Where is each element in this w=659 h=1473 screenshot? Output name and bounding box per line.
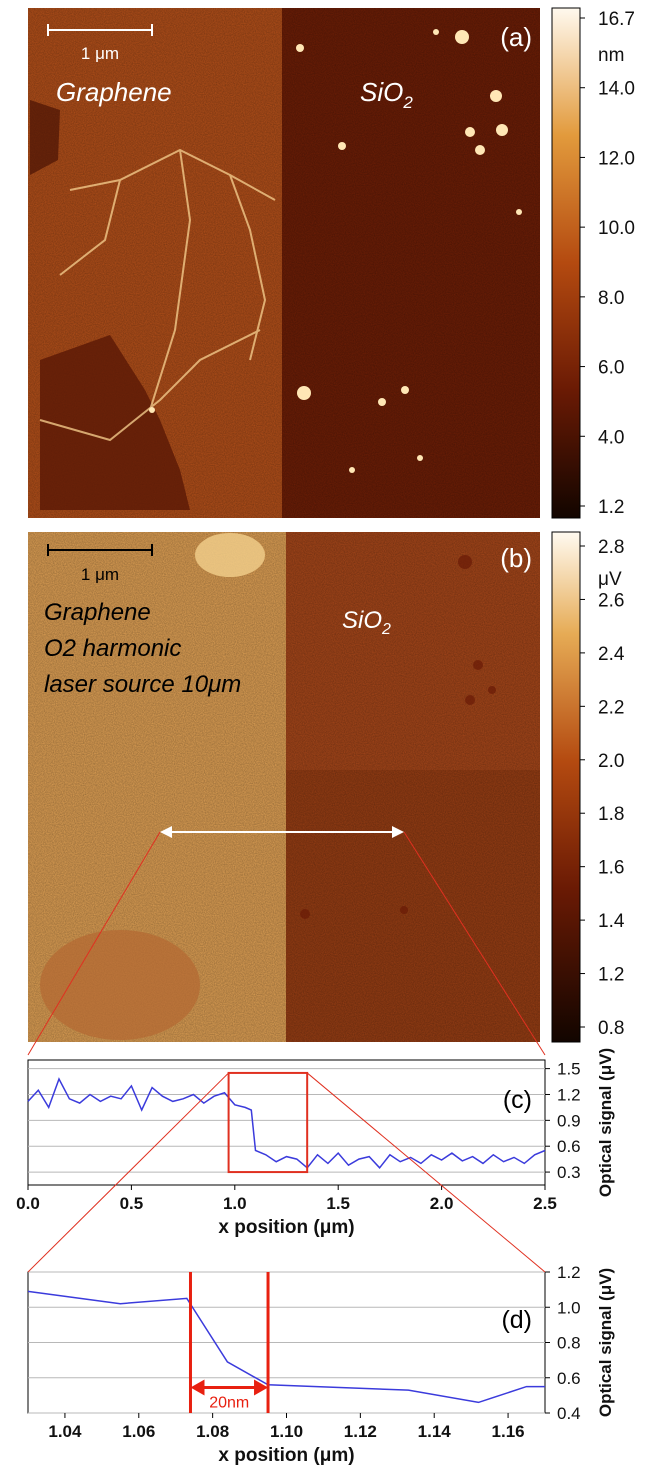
- colorbar-tick-label: 1.8: [598, 804, 624, 825]
- chart-d-ytick-label: 0.8: [557, 1334, 581, 1353]
- chart-c-ytick-label: 0.3: [557, 1163, 581, 1182]
- colorbar-b-ticks: 2.8 2.6 2.4 2.2 2.0 1.8 1.6 1.4 1.2 0.8: [580, 537, 625, 1039]
- panel-b-line-1: Graphene: [44, 599, 151, 626]
- scale-bar-b: 1 μm: [47, 544, 153, 584]
- colorbar-tick-label: 1.4: [598, 911, 625, 932]
- sio2-label-b: SiO2: [342, 607, 391, 638]
- chart-c-ytick-label: 1.2: [557, 1085, 581, 1104]
- chart-d-ytick-label: 0.6: [557, 1369, 581, 1388]
- colorbar-tick-label: 2.4: [598, 644, 625, 665]
- panel-b-description: Graphene O2 harmonic laser source 10μm: [44, 599, 241, 698]
- chart-c-xtick-label: 0.0: [16, 1194, 40, 1213]
- colorbar-tick-label: 10.0: [598, 218, 635, 239]
- colorbar-tick-label: 8.0: [598, 288, 624, 309]
- chart-d-xtick-label: 1.10: [270, 1422, 303, 1441]
- colorbar-tick-label: 2.0: [598, 751, 624, 772]
- graphene-label-a: Graphene: [56, 77, 172, 107]
- chart-d-xtick-label: 1.08: [196, 1422, 229, 1441]
- chart-d-xtick-label: 1.14: [418, 1422, 452, 1441]
- colorbar-tick-label: 16.7: [598, 9, 635, 30]
- zoom-line-left-bc: [27, 831, 161, 1056]
- chart-d-xtick-label: 1.06: [122, 1422, 155, 1441]
- chart-c-plot-area: [27, 1059, 546, 1186]
- chart-c-ylabel: Optical signal (μV): [596, 1048, 615, 1197]
- chart-d-annotation: 20nm: [209, 1394, 249, 1411]
- chart-c-xtick-label: 1.5: [326, 1194, 350, 1213]
- panel-c-letter: (c): [503, 1086, 532, 1114]
- chart-c-series-line: [27, 1077, 546, 1169]
- colorbar-b-unit: μV: [598, 569, 622, 590]
- scale-bar-a-label: 1 μm: [81, 44, 119, 63]
- colorbar-tick-label: 12.0: [598, 148, 635, 169]
- panel-a-letter: (a): [500, 22, 532, 52]
- chart-c-xlabel: x position (μm): [218, 1217, 354, 1238]
- chart-d-ylabel: Optical signal (μV): [596, 1268, 615, 1417]
- colorbar-tick-label: 2.8: [598, 537, 624, 558]
- chart-c: 0.3 0.6 0.9 1.2 1.5 0.0 0.5 1.0 1.5 2.0 2.5 x posit…: [16, 1048, 615, 1238]
- colorbar-tick-label: 1.2: [598, 965, 624, 986]
- colorbar-tick-label: 0.8: [598, 1018, 624, 1039]
- chart-d: 0.4 0.6 0.8 1.0 1.2 1.04 1.06 1.08 1.10 1.12 1.14 1…: [27, 1263, 615, 1466]
- panel-a-image: [28, 8, 540, 518]
- colorbar-tick-label: 2.6: [598, 590, 624, 611]
- colorbar-tick-label: 1.2: [598, 497, 624, 518]
- panel-b-letter: (b): [500, 543, 532, 573]
- colorbar-tick-label: 1.6: [598, 858, 624, 879]
- chart-d-xlabel: x position (μm): [218, 1445, 354, 1466]
- colorbar-tick-label: 4.0: [598, 427, 624, 448]
- colorbar-a-ticks: 16.7 14.0 12.0 10.0 8.0 6.0 4.0 1.2: [580, 9, 635, 518]
- chart-c-xtick-label: 1.0: [223, 1194, 247, 1213]
- chart-d-arrow-head-left: [190, 1379, 205, 1396]
- panel-b-line-2: O2 harmonic: [44, 635, 181, 662]
- chart-d-xtick-label: 1.04: [48, 1422, 82, 1441]
- chart-c-ytick-label: 1.5: [557, 1060, 581, 1079]
- chart-c-xtick-label: 2.5: [533, 1194, 557, 1213]
- scale-bar-b-label: 1 μm: [81, 565, 119, 584]
- chart-c-highlight-box: [227, 1071, 309, 1174]
- zoom-line-right-cd: [306, 1072, 546, 1273]
- chart-d-xtick-label: 1.12: [344, 1422, 377, 1441]
- colorbar-tick-label: 14.0: [598, 79, 635, 100]
- colorbar-a-unit: nm: [598, 45, 624, 66]
- sio2-label-a: SiO2: [360, 77, 413, 112]
- colorbar-tick-label: 6.0: [598, 358, 624, 379]
- colorbar-a: [551, 7, 581, 519]
- zoom-line-right-bc: [403, 831, 546, 1056]
- chart-d-ytick-label: 1.0: [557, 1298, 581, 1317]
- chart-d-xtick-label: 1.16: [492, 1422, 525, 1441]
- scale-bar-a: 1 μm: [47, 24, 153, 63]
- colorbar-tick-label: 2.2: [598, 697, 624, 718]
- chart-d-arrow-head-right: [254, 1379, 269, 1396]
- panel-b-line-3: laser source 10μm: [44, 671, 241, 698]
- zoom-line-left-cd: [27, 1072, 229, 1273]
- panel-d-letter: (d): [501, 1306, 532, 1334]
- chart-d-ytick-label: 1.2: [557, 1263, 581, 1282]
- chart-c-xtick-label: 2.0: [430, 1194, 454, 1213]
- chart-c-ytick-label: 0.9: [557, 1111, 581, 1130]
- chart-c-ytick-label: 0.6: [557, 1137, 581, 1156]
- panel-b-image: [28, 532, 540, 1042]
- chart-c-xtick-label: 0.5: [120, 1194, 144, 1213]
- chart-d-ytick-label: 0.4: [557, 1404, 581, 1423]
- colorbar-b: [551, 531, 581, 1043]
